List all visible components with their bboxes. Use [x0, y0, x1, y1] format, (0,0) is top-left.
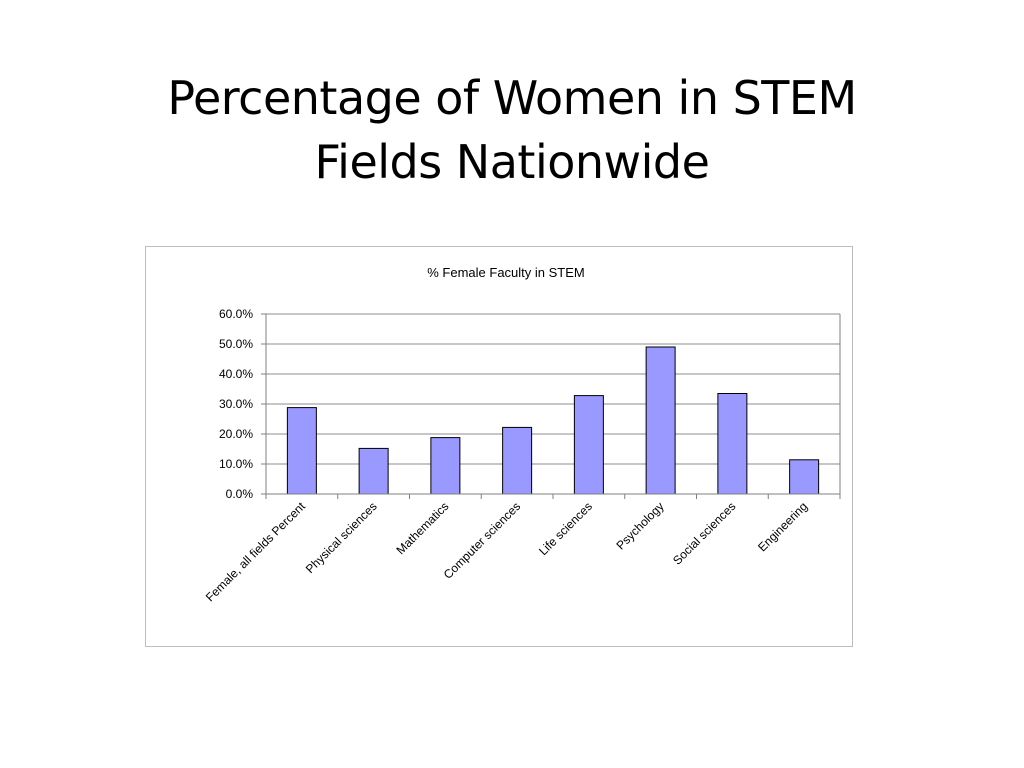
x-tick-label: Physical sciences [303, 499, 380, 576]
x-tick-label: Engineering [755, 499, 810, 554]
bar [358, 447, 389, 495]
x-tick-label: Female, all fields Percent [203, 499, 309, 605]
bar [502, 426, 533, 495]
bar [286, 407, 317, 495]
x-tick-label: Mathematics [393, 499, 451, 557]
chart-container: % Female Faculty in STEM 0.0% 10.0% 20.0% 3… [145, 246, 853, 647]
axes [261, 313, 841, 499]
x-tick-label: Computer sciences [441, 499, 524, 582]
y-tick-label: 10.0% [219, 457, 253, 471]
bar [717, 393, 748, 495]
bar [645, 346, 676, 495]
bar [573, 395, 604, 495]
x-tick-label: Social sciences [670, 499, 738, 567]
y-tick-label: 0.0% [226, 487, 254, 501]
bars [286, 346, 820, 495]
bar [430, 437, 461, 495]
chart-title: % Female Faculty in STEM [427, 265, 585, 280]
bar-chart: % Female Faculty in STEM 0.0% 10.0% 20.0% 3… [203, 265, 841, 605]
bar [789, 459, 820, 495]
slide-title-line-2: Fields Nationwide [314, 135, 710, 189]
y-tick-label: 30.0% [219, 397, 253, 411]
y-tick-label: 60.0% [219, 307, 253, 321]
x-tick-label: Psychology [613, 499, 666, 552]
gridlines [266, 313, 840, 465]
slide-title: Percentage of Women in STEM Fields Natio… [62, 66, 962, 194]
x-tick-label: Life sciences [536, 499, 595, 558]
slide-title-line-1: Percentage of Women in STEM [167, 71, 857, 125]
y-tick-label: 40.0% [219, 367, 253, 381]
y-tick-label: 20.0% [219, 427, 253, 441]
y-tick-label: 50.0% [219, 337, 253, 351]
y-tick-labels: 0.0% 10.0% 20.0% 30.0% 40.0% 50.0% 60.0% [219, 307, 253, 501]
